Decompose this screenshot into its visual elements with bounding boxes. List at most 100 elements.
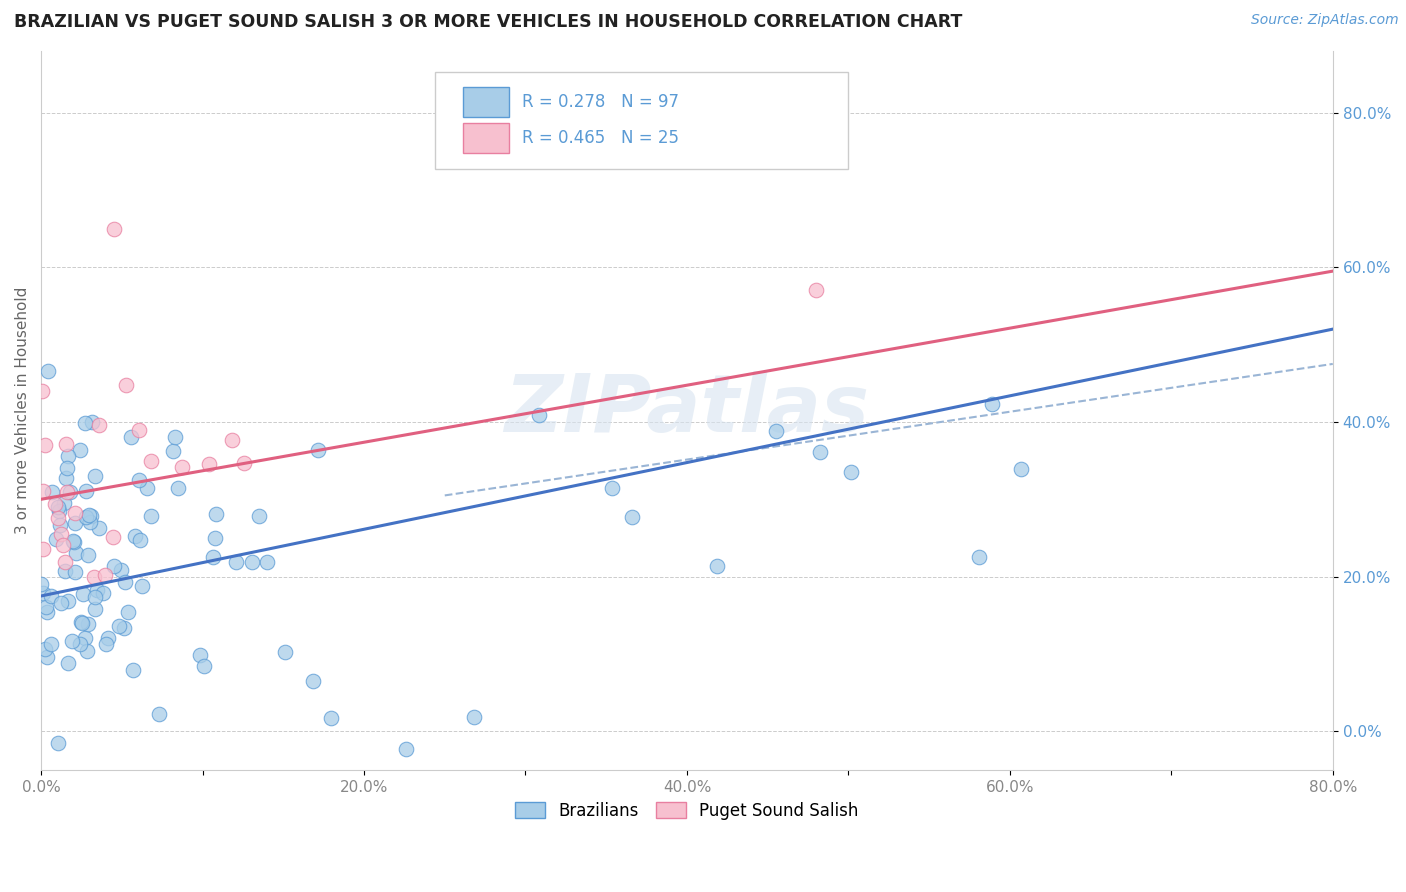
Point	[600, 481, 623, 495]
Point	[120, 430, 142, 444]
Point	[59, 484, 82, 499]
Point	[69, 637, 91, 651]
Point	[463, 710, 485, 724]
Point	[112, 621, 135, 635]
Y-axis label: 3 or more Vehicles in Household: 3 or more Vehicles in Household	[15, 286, 30, 534]
Point	[395, 742, 418, 756]
Point	[62, 533, 84, 548]
Point	[204, 507, 226, 521]
Point	[32, 586, 55, 600]
Point	[273, 645, 295, 659]
Point	[53, 555, 76, 569]
Point	[139, 509, 162, 524]
Point	[103, 221, 125, 235]
Point	[46, 500, 69, 514]
Point	[193, 659, 215, 673]
Point	[84, 602, 107, 616]
Point	[765, 424, 787, 438]
Point	[41, 637, 63, 651]
Point	[80, 508, 103, 523]
Point	[45, 532, 67, 546]
Point	[55, 436, 77, 450]
Point	[37, 364, 59, 378]
Point	[148, 706, 170, 721]
Point	[839, 465, 862, 479]
Point	[198, 457, 221, 471]
Point	[49, 596, 72, 610]
Point	[73, 416, 96, 430]
Legend: Brazilians, Puget Sound Salish: Brazilians, Puget Sound Salish	[509, 795, 865, 826]
Point	[35, 600, 58, 615]
Text: BRAZILIAN VS PUGET SOUND SALISH 3 OR MORE VEHICLES IN HOUSEHOLD CORRELATION CHAR: BRAZILIAN VS PUGET SOUND SALISH 3 OR MOR…	[14, 13, 963, 31]
Point	[79, 508, 101, 523]
Point	[114, 377, 136, 392]
Point	[65, 506, 87, 520]
Point	[163, 430, 186, 444]
Point	[233, 456, 256, 470]
Point	[131, 579, 153, 593]
Point	[225, 555, 247, 569]
Point	[808, 444, 831, 458]
Point	[103, 559, 125, 574]
Point	[55, 471, 77, 485]
Point	[32, 542, 55, 557]
Point	[136, 481, 159, 495]
Point	[72, 587, 94, 601]
Text: R = 0.278   N = 97: R = 0.278 N = 97	[522, 93, 679, 111]
Point	[319, 711, 342, 725]
Point	[76, 549, 98, 563]
Point	[58, 593, 80, 607]
Point	[302, 673, 325, 688]
Point	[527, 408, 550, 422]
Point	[77, 616, 100, 631]
Point	[128, 423, 150, 437]
Text: R = 0.465   N = 25: R = 0.465 N = 25	[522, 128, 679, 146]
Point	[46, 736, 69, 750]
Point	[980, 396, 1002, 410]
Point	[35, 605, 58, 619]
Point	[63, 565, 86, 579]
Point	[56, 449, 79, 463]
Point	[97, 631, 120, 645]
Point	[56, 485, 79, 500]
Point	[172, 459, 194, 474]
Point	[103, 530, 125, 544]
Point	[86, 582, 108, 597]
Point	[122, 664, 145, 678]
Point	[221, 433, 243, 447]
Point	[75, 510, 97, 524]
Point	[70, 615, 93, 629]
Point	[307, 443, 329, 458]
Point	[41, 589, 63, 603]
Point	[110, 563, 132, 577]
FancyBboxPatch shape	[434, 72, 848, 169]
Point	[162, 443, 184, 458]
Point	[49, 526, 72, 541]
Point	[83, 591, 105, 605]
Point	[63, 516, 86, 531]
Text: ZIPatlas: ZIPatlas	[505, 371, 869, 450]
Point	[84, 468, 107, 483]
Point	[44, 497, 66, 511]
Point	[124, 529, 146, 543]
FancyBboxPatch shape	[464, 122, 509, 153]
Point	[139, 454, 162, 468]
Point	[52, 496, 75, 510]
Point	[620, 509, 643, 524]
Point	[202, 549, 225, 564]
Point	[114, 574, 136, 589]
Point	[34, 437, 56, 451]
Point	[63, 535, 86, 549]
Point	[256, 555, 278, 569]
Point	[87, 521, 110, 535]
Point	[60, 634, 83, 648]
Point	[49, 518, 72, 533]
Point	[188, 648, 211, 663]
Point	[41, 484, 63, 499]
Point	[48, 503, 70, 517]
Point	[91, 586, 114, 600]
Point	[65, 546, 87, 560]
Point	[34, 641, 56, 656]
Point	[73, 631, 96, 645]
Point	[167, 481, 190, 495]
